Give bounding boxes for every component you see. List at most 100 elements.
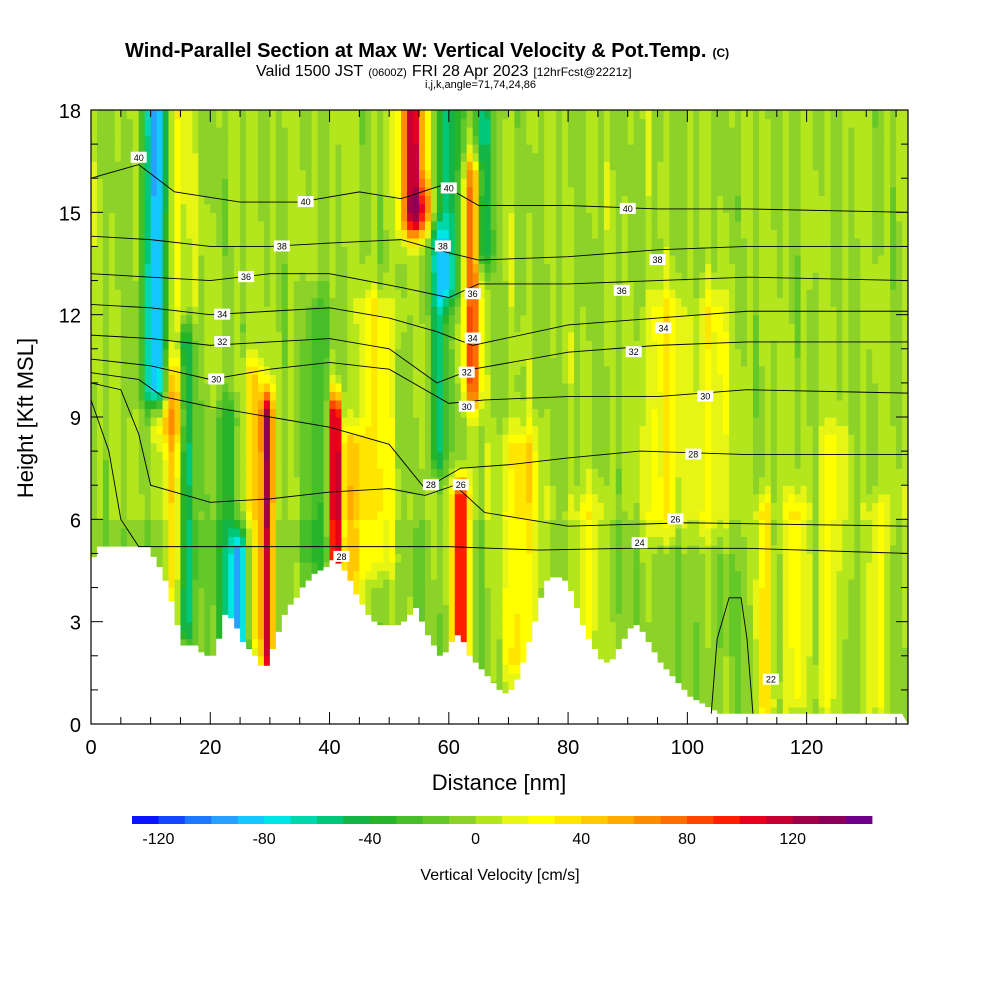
heatmap-cell — [138, 314, 146, 324]
heatmap-cell — [305, 135, 313, 145]
heatmap-cell — [460, 408, 468, 418]
heatmap-cell — [335, 382, 343, 393]
heatmap-cell — [460, 246, 468, 256]
heatmap-cell — [162, 178, 170, 188]
heatmap-cell — [466, 408, 474, 418]
heatmap-cell — [162, 144, 170, 154]
heatmap-cell — [150, 306, 158, 316]
heatmap-cell — [246, 391, 253, 401]
heatmap-cell — [281, 493, 289, 503]
heatmap-cell — [341, 314, 349, 324]
heatmap-cell — [299, 118, 307, 128]
heatmap-cell — [186, 127, 193, 137]
heatmap-cell — [138, 195, 146, 205]
heatmap-cell — [359, 195, 366, 205]
heatmap-cell — [186, 340, 193, 350]
heatmap-cell — [490, 604, 498, 614]
heatmap-cell — [228, 587, 235, 597]
heatmap-cell — [126, 485, 134, 495]
heatmap-cell — [311, 553, 319, 563]
heatmap-cell — [436, 161, 444, 171]
heatmap-cell — [418, 254, 426, 265]
heatmap-cell — [126, 391, 134, 401]
heatmap-cell — [377, 468, 384, 478]
heatmap-cell — [371, 272, 378, 282]
heatmap-cell — [114, 152, 122, 162]
heatmap-cell — [478, 331, 486, 341]
heatmap-cell — [102, 280, 110, 290]
heatmap-cell — [210, 348, 217, 358]
heatmap-cell — [454, 254, 462, 265]
heatmap-cell — [150, 280, 158, 290]
heatmap-cell — [198, 459, 205, 469]
heatmap-cell — [418, 280, 426, 290]
heatmap-cell — [389, 596, 396, 606]
heatmap-cell — [114, 118, 122, 128]
heatmap-cell — [174, 161, 182, 171]
heatmap-cell — [496, 451, 504, 461]
heatmap-cell — [472, 604, 480, 614]
heatmap-cell — [347, 485, 354, 495]
heatmap-cell — [430, 357, 438, 367]
heatmap-cell — [204, 263, 211, 273]
heatmap-cell — [359, 178, 366, 188]
heatmap-cell — [484, 442, 492, 452]
heatmap-cell — [269, 169, 277, 179]
heatmap-cell — [329, 451, 337, 461]
heatmap-cell — [347, 493, 354, 503]
heatmap-cell — [454, 510, 462, 520]
heatmap-cell — [305, 297, 313, 307]
heatmap-cell — [413, 229, 420, 239]
heatmap-cell — [389, 186, 396, 196]
heatmap-cell — [353, 357, 360, 367]
heatmap-cell — [401, 553, 408, 563]
heatmap-cell — [246, 203, 253, 213]
heatmap-cell — [120, 237, 128, 248]
heatmap-cell — [144, 340, 152, 350]
heatmap-cell — [460, 425, 468, 435]
heatmap-cell — [466, 382, 474, 393]
heatmap-cell — [96, 502, 104, 512]
heatmap-cell — [389, 587, 396, 597]
heatmap-cell — [114, 203, 122, 213]
heatmap-cell — [478, 220, 486, 230]
heatmap-cell — [424, 451, 432, 461]
heatmap-cell — [246, 527, 253, 537]
heatmap-cell — [383, 519, 390, 529]
heatmap-cell — [275, 297, 283, 307]
heatmap-cell — [389, 451, 396, 461]
heatmap-cell — [216, 289, 223, 299]
heatmap-cell — [180, 289, 188, 299]
heatmap-cell — [120, 374, 128, 384]
heatmap-cell — [436, 425, 444, 435]
heatmap-cell — [96, 391, 104, 401]
heatmap-cell — [496, 340, 504, 350]
heatmap-cell — [210, 399, 217, 410]
heatmap-cell — [490, 502, 498, 512]
heatmap-cell — [216, 442, 223, 452]
heatmap-cell — [281, 110, 289, 120]
heatmap-cell — [156, 280, 164, 290]
heatmap-cell — [144, 118, 152, 128]
heatmap-cell — [472, 587, 480, 597]
heatmap-cell — [478, 169, 486, 179]
heatmap-cell — [371, 161, 378, 171]
heatmap-cell — [466, 161, 474, 171]
heatmap-cell — [454, 451, 462, 461]
heatmap-cell — [234, 289, 241, 299]
heatmap-cell — [263, 655, 271, 665]
heatmap-cell — [329, 442, 337, 452]
heatmap-cell — [228, 118, 235, 128]
heatmap-cell — [120, 144, 128, 154]
heatmap-cell — [389, 434, 396, 444]
heatmap-cell — [466, 425, 474, 435]
heatmap-cell — [430, 127, 438, 137]
heatmap-cell — [186, 263, 193, 273]
heatmap-cell — [389, 272, 396, 282]
heatmap-cell — [293, 570, 301, 580]
heatmap-cell — [132, 323, 140, 333]
heatmap-cell — [102, 365, 110, 375]
heatmap-cell — [448, 212, 456, 222]
heatmap-cell — [442, 323, 450, 333]
heatmap-cell — [96, 510, 104, 520]
